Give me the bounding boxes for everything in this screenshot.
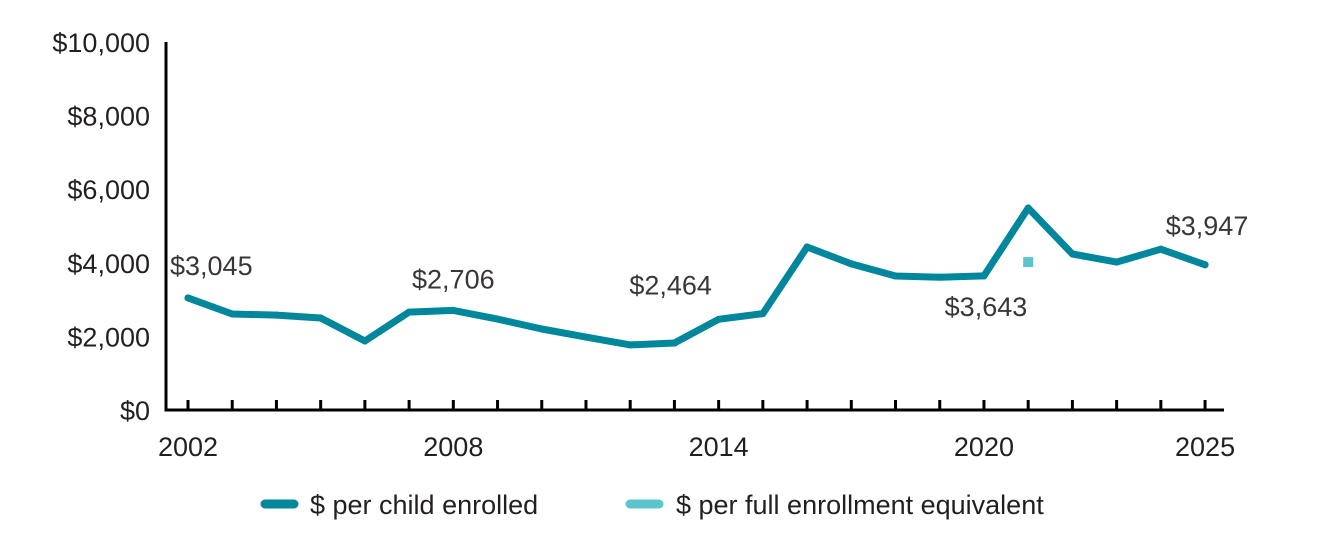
data-point-per-child-enrolled bbox=[1068, 250, 1076, 258]
data-point-per-child-enrolled bbox=[1024, 204, 1032, 212]
data-point-per-child-enrolled bbox=[980, 272, 988, 280]
data-point-per-child-enrolled bbox=[936, 273, 944, 281]
data-labels: $3,045 $2,706 $2,464 $3,643 $3,947 bbox=[170, 211, 1248, 322]
data-point-per-child-enrolled bbox=[405, 308, 413, 316]
data-point-per-child-enrolled bbox=[272, 311, 280, 319]
legend-label-per-child-enrolled: $ per child enrolled bbox=[310, 490, 538, 520]
y-tick-label: $4,000 bbox=[67, 249, 150, 279]
y-tick-label: $2,000 bbox=[67, 322, 150, 352]
x-tick-label: 2014 bbox=[689, 432, 749, 462]
data-point-per-child-enrolled bbox=[715, 315, 723, 323]
y-axis-labels: $0 $2,000 $4,000 $6,000 $8,000 $10,000 bbox=[52, 28, 150, 426]
legend: $ per child enrolled $ per full enrollme… bbox=[260, 490, 1044, 520]
x-axis-ticks bbox=[186, 400, 1207, 410]
data-point-per-full-enrollment-equivalent bbox=[1023, 257, 1034, 268]
x-tick-label: 2002 bbox=[158, 432, 218, 462]
data-point-per-child-enrolled bbox=[1157, 245, 1165, 253]
x-tick-label: 2025 bbox=[1175, 432, 1235, 462]
data-point-per-child-enrolled bbox=[582, 333, 590, 341]
data-point-per-child-enrolled bbox=[892, 272, 900, 280]
series-line-per-child-enrolled bbox=[184, 204, 1209, 349]
data-label: $2,464 bbox=[629, 270, 712, 300]
x-tick-label: 2008 bbox=[423, 432, 483, 462]
x-tick-label: 2020 bbox=[954, 432, 1014, 462]
data-point-per-child-enrolled bbox=[1201, 261, 1209, 269]
data-point-per-child-enrolled bbox=[626, 341, 634, 349]
data-label: $3,947 bbox=[1166, 211, 1249, 241]
data-label: $3,643 bbox=[945, 292, 1028, 322]
y-tick-label: $10,000 bbox=[52, 28, 150, 58]
data-label: $3,045 bbox=[170, 251, 253, 281]
data-point-per-child-enrolled bbox=[228, 310, 236, 318]
legend-label-per-full-enrollment-equivalent: $ per full enrollment equivalent bbox=[676, 490, 1044, 520]
y-tick-label: $8,000 bbox=[67, 102, 150, 132]
data-point-per-child-enrolled bbox=[670, 339, 678, 347]
data-point-per-child-enrolled bbox=[1113, 258, 1121, 266]
y-tick-label: $0 bbox=[120, 396, 150, 426]
series-points bbox=[184, 204, 1209, 349]
data-point-per-child-enrolled bbox=[449, 306, 457, 314]
data-point-per-child-enrolled bbox=[494, 315, 502, 323]
data-point-per-child-enrolled bbox=[361, 337, 369, 345]
data-point-per-child-enrolled bbox=[803, 243, 811, 251]
data-point-per-child-enrolled bbox=[184, 294, 192, 302]
data-label: $2,706 bbox=[412, 264, 495, 294]
data-point-per-child-enrolled bbox=[847, 260, 855, 268]
data-point-per-child-enrolled bbox=[759, 310, 767, 318]
x-axis-labels: 2002 2008 2014 2020 2025 bbox=[158, 432, 1235, 462]
data-point-per-child-enrolled bbox=[538, 325, 546, 333]
y-tick-label: $6,000 bbox=[67, 175, 150, 205]
data-point-per-child-enrolled bbox=[317, 314, 325, 322]
